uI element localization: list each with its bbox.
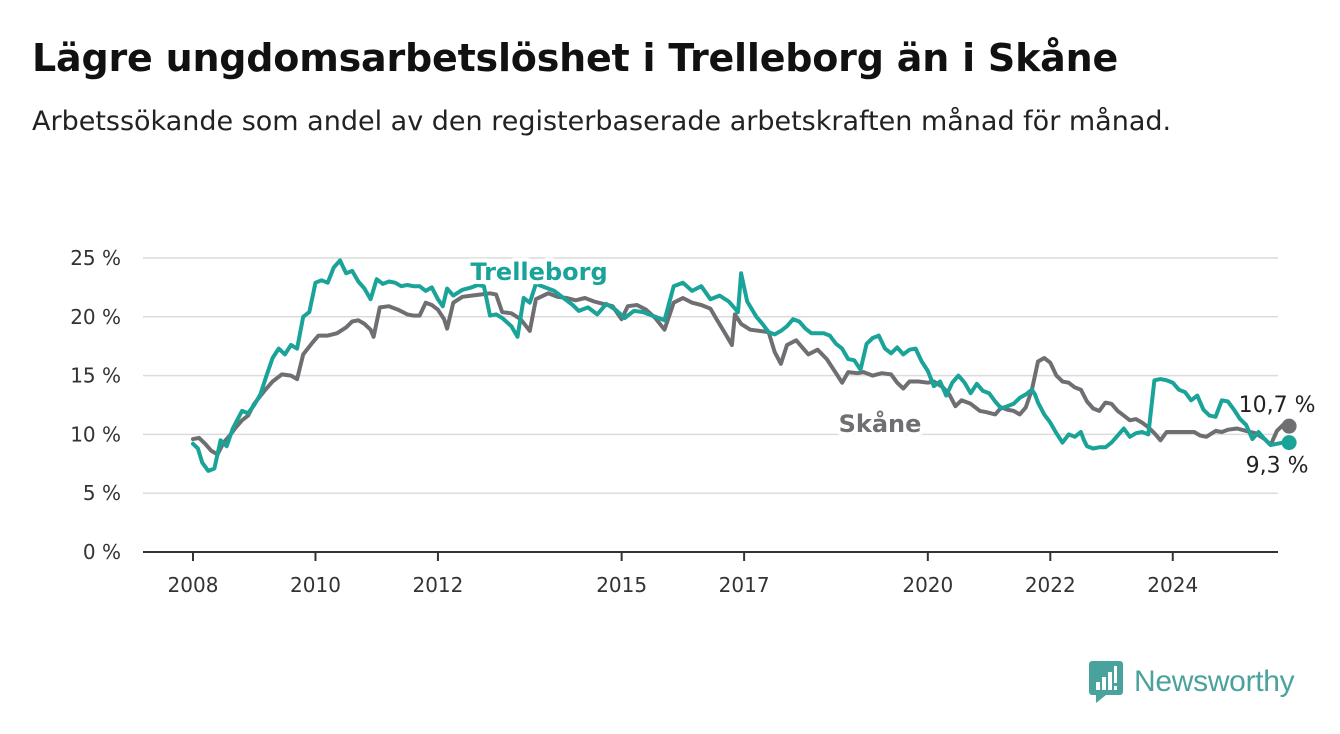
x-tick-label-2: 2012	[412, 573, 463, 597]
x-tick-label-6: 2022	[1025, 573, 1076, 597]
x-tick-label-3: 2015	[596, 573, 647, 597]
x-tick-label-7: 2024	[1147, 573, 1198, 597]
series-label-trelleborg: Trelleborg	[470, 258, 607, 286]
axis-layer: 0 % 5 % 10 % 15 % 20 % 25 % 2008 2010 2012 2015 20…	[70, 246, 1278, 597]
series-end-dot-skne	[1281, 418, 1297, 434]
y-tick-label-3: 15 %	[70, 364, 121, 388]
x-tick-label-5: 2020	[902, 573, 953, 597]
grid-layer	[143, 257, 1278, 494]
y-tick-label-4: 20 %	[70, 305, 121, 329]
x-tick-label-0: 2008	[168, 573, 219, 597]
end-value-label-skne: 10,7 %	[1239, 393, 1316, 418]
brand-name: Newsworthy	[1134, 665, 1295, 698]
series-line-skne	[191, 291, 1292, 457]
y-tick-label-2: 10 %	[70, 422, 121, 446]
newsworthy-brand: Newsworthy	[1088, 660, 1295, 704]
page-title: Lägre ungdomsarbetslöshet i Trelleborg ä…	[32, 36, 1119, 80]
y-tick-label-0: 0 %	[83, 540, 121, 564]
series-end-dot-trelleborg	[1281, 435, 1297, 451]
newsworthy-logo-icon	[1089, 661, 1123, 703]
y-tick-label-1: 5 %	[83, 481, 121, 505]
end-value-label-trelleborg: 9,3 %	[1246, 454, 1309, 479]
x-tick-label-1: 2010	[290, 573, 341, 597]
page-subtitle: Arbetssökande som andel av den registerb…	[32, 106, 1172, 137]
x-tick-label-4: 2017	[719, 573, 770, 597]
y-tick-label-5: 25 %	[70, 246, 121, 270]
series-label-skne: Skåne	[839, 409, 922, 438]
series-line-trelleborg	[191, 258, 1292, 473]
series-layer	[191, 258, 1297, 473]
series-label-halo-skne: Skåne	[839, 409, 922, 438]
series-label-halo-trelleborg: Trelleborg	[470, 258, 607, 286]
